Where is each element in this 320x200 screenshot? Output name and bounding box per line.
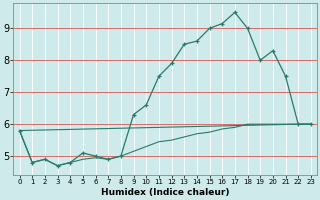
X-axis label: Humidex (Indice chaleur): Humidex (Indice chaleur) [101,188,229,197]
